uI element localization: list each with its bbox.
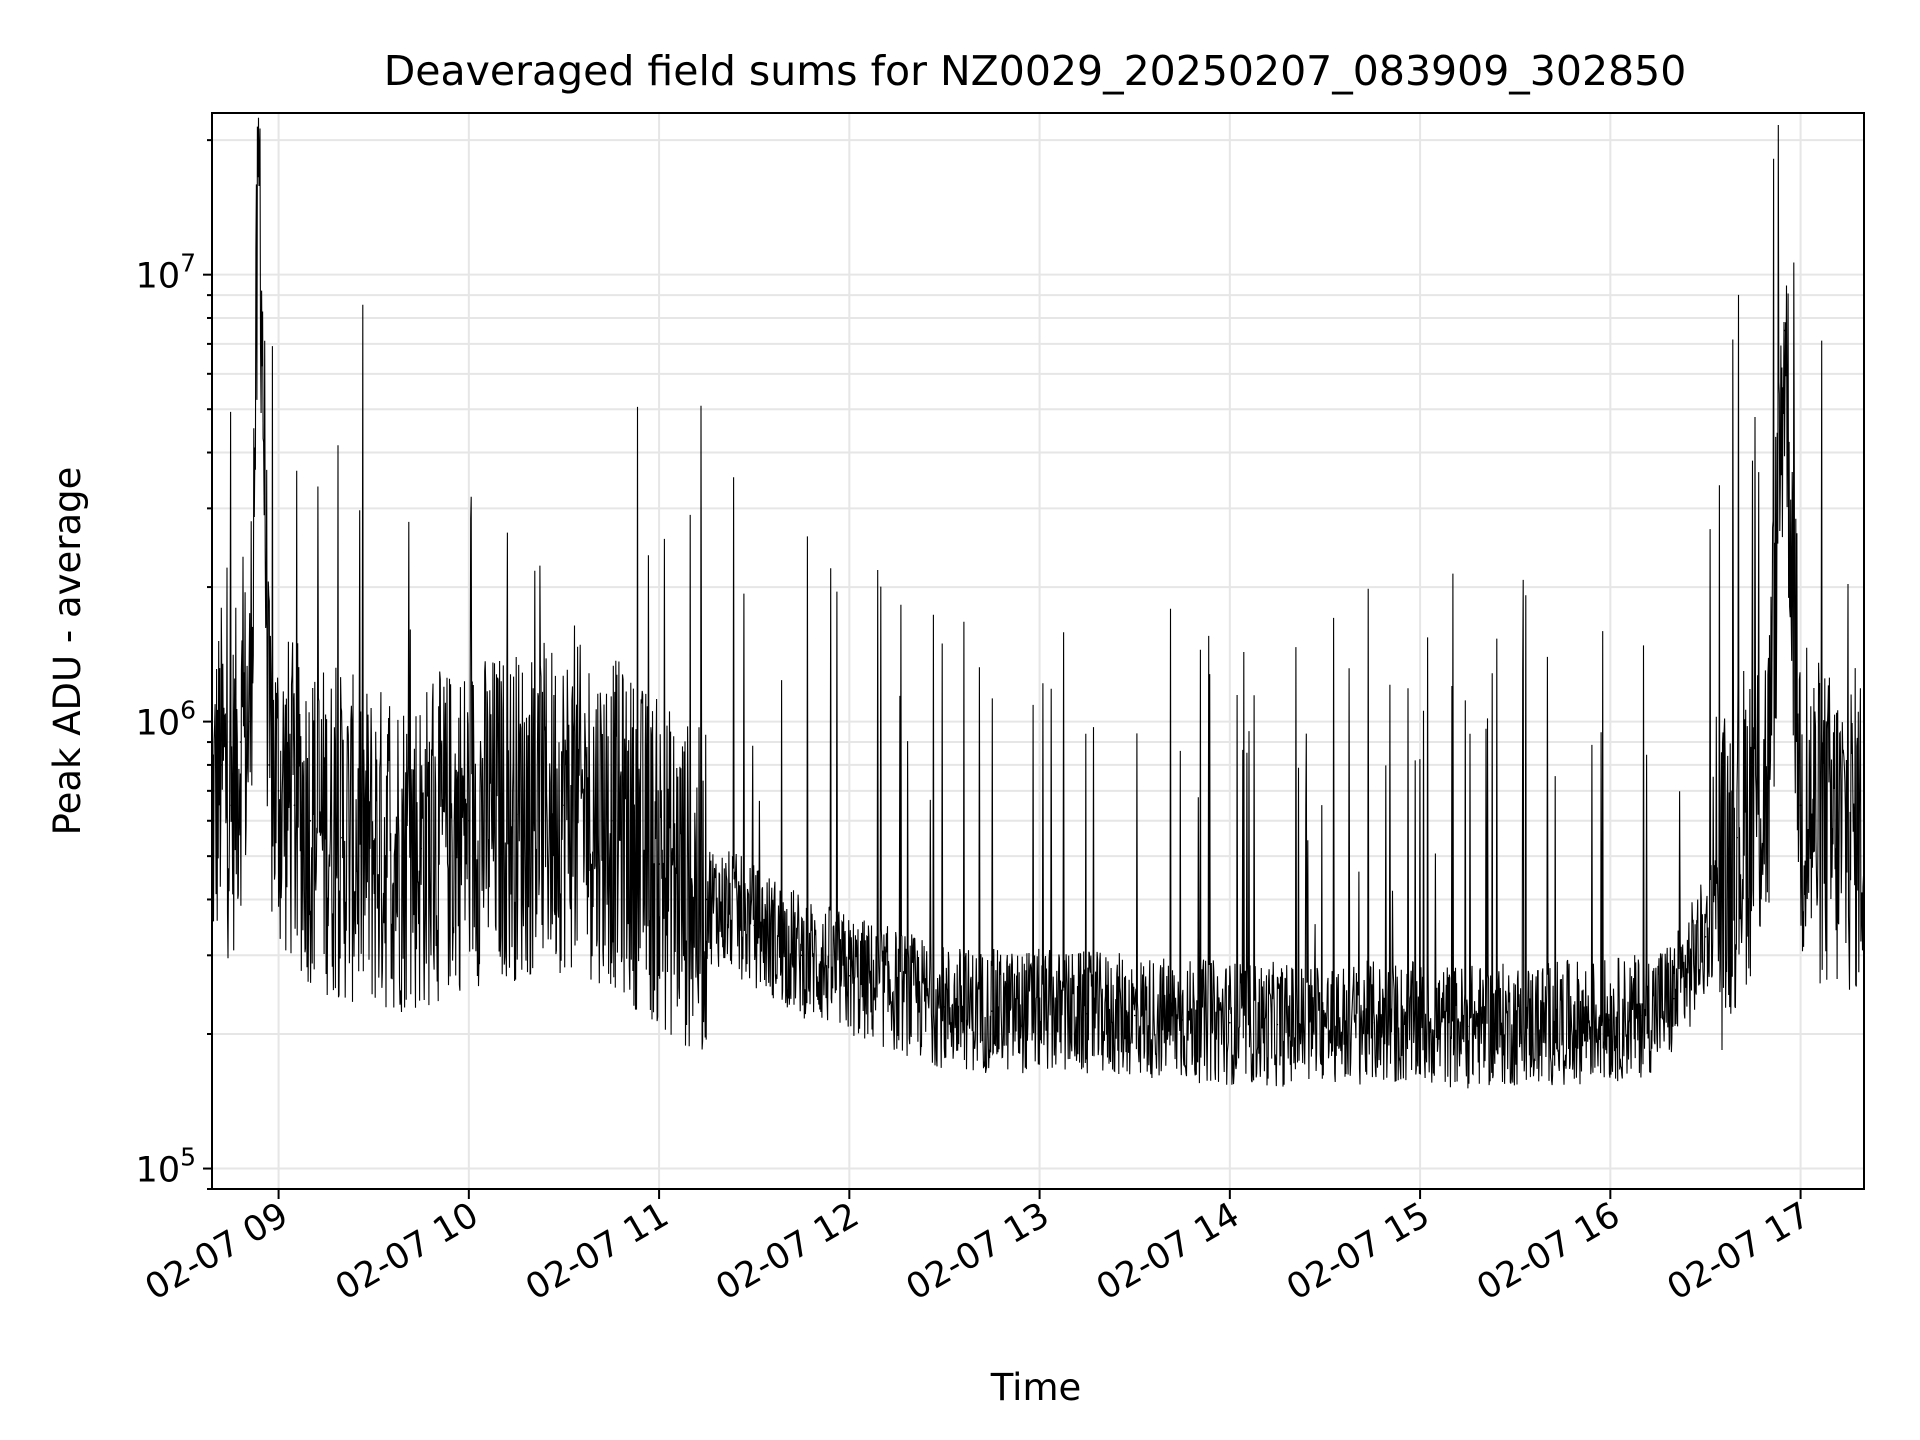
series-point	[943, 1006, 946, 1008]
series-point	[563, 804, 565, 807]
series-point	[1181, 1019, 1184, 1021]
x-tick-label: 02-07 17	[1661, 1195, 1817, 1308]
series-point	[293, 804, 296, 807]
chart-title: Deaveraged field sums for NZ0029_2025020…	[384, 47, 1687, 95]
series-point	[848, 974, 851, 977]
series-point	[268, 764, 270, 766]
y-tick-label: 107	[136, 249, 196, 297]
series-point	[1276, 1023, 1279, 1026]
x-tick-label: 02-07 12	[710, 1195, 866, 1308]
series-point	[1229, 1021, 1231, 1024]
series-point	[1038, 1010, 1041, 1012]
series-point	[372, 847, 375, 850]
series-point	[468, 819, 470, 822]
series-point	[1672, 997, 1675, 1000]
series-point	[277, 790, 280, 792]
x-tick-label: 02-07 09	[139, 1195, 295, 1308]
series-point	[1371, 1021, 1374, 1024]
axes: 105 106 107 02-07 09 02-07 10 02-07 11 02-07 1…	[136, 139, 1817, 1308]
series-point	[1831, 836, 1834, 839]
series-point	[1561, 1021, 1564, 1024]
x-tick-label: 02-07 16	[1471, 1195, 1627, 1308]
series-point	[1783, 329, 1786, 332]
series-point	[658, 863, 660, 865]
series-point	[1768, 776, 1770, 779]
x-axis-label: Time	[990, 1366, 1082, 1409]
x-tick-label: 02-07 15	[1280, 1195, 1436, 1308]
series-point	[230, 804, 232, 807]
series-point	[1704, 936, 1707, 938]
series-line	[212, 117, 1864, 1089]
y-tick-label: 105	[136, 1143, 196, 1191]
y-tick-label: 106	[136, 696, 196, 744]
series-point	[896, 989, 898, 992]
series-point	[239, 741, 242, 743]
series-point	[1799, 804, 1802, 807]
series-point	[610, 819, 613, 822]
series-point	[420, 847, 423, 850]
x-tick-label: 02-07 10	[329, 1195, 485, 1308]
series-point	[1514, 1023, 1517, 1026]
series-point	[341, 836, 343, 839]
series-point	[1086, 1012, 1088, 1015]
series-point	[515, 813, 518, 816]
x-tick-label: 02-07 13	[900, 1195, 1056, 1308]
series-point	[258, 159, 261, 162]
series-point	[1324, 1023, 1326, 1026]
series-point	[753, 924, 756, 927]
series-point	[991, 1010, 993, 1012]
series-point	[1736, 836, 1738, 839]
plot-frame	[211, 112, 1865, 1190]
y-axis-label: Peak ADU - average	[46, 467, 89, 836]
x-tick-label: 02-07 11	[519, 1195, 675, 1308]
series-point	[705, 898, 708, 901]
series-point	[309, 819, 312, 822]
data-series	[212, 117, 1864, 1089]
series-point	[1419, 1023, 1421, 1026]
series-point	[1641, 1014, 1643, 1017]
series-point	[1133, 1014, 1136, 1017]
series-point	[1609, 1019, 1612, 1021]
series-point	[220, 764, 223, 766]
series-point	[1466, 1025, 1469, 1028]
series-point	[800, 954, 803, 957]
series-point	[249, 720, 251, 723]
x-tick-label: 02-07 14	[1090, 1195, 1246, 1308]
